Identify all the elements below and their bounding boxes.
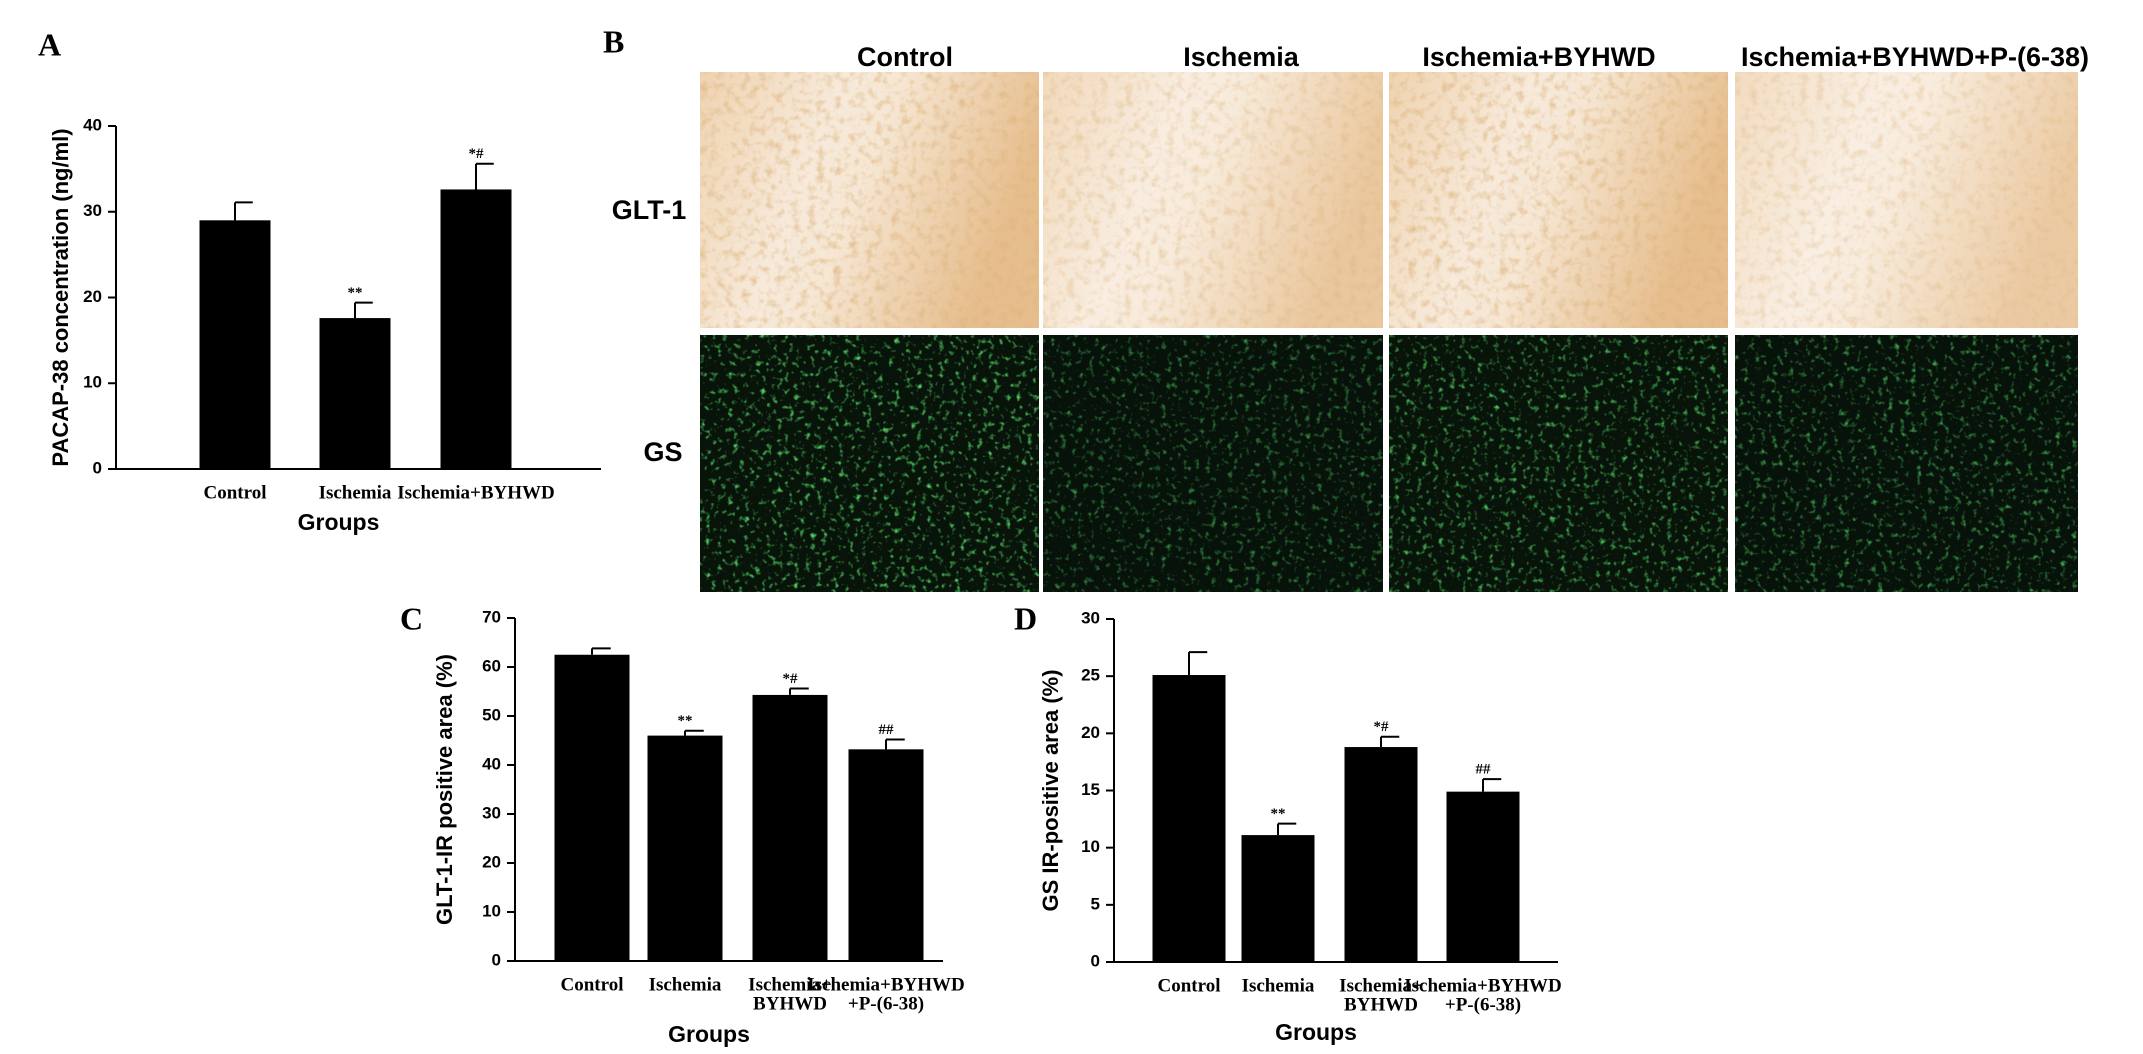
- panel-letter: D: [1014, 600, 1037, 636]
- x-axis-title: Groups: [668, 1021, 750, 1047]
- y-axis-title: GLT-1-IR positive area (%): [432, 654, 457, 925]
- y-tick-label: 5: [1091, 894, 1100, 913]
- y-tick-label: 40: [83, 115, 102, 134]
- y-axis-title: PACAP-38 concentration (ng/ml): [48, 128, 73, 466]
- significance-label: **: [678, 713, 693, 729]
- y-tick-label: 10: [1081, 837, 1100, 856]
- micrograph-texture: [700, 72, 1039, 328]
- y-tick-label: 20: [1081, 723, 1100, 742]
- error-bar: [1277, 822, 1297, 836]
- y-tick-label: 30: [482, 803, 501, 822]
- bar: [440, 189, 512, 469]
- column-label: Ischemia: [1183, 42, 1300, 72]
- y-axis-title: GS IR-positive area (%): [1038, 669, 1063, 911]
- x-tick-label: Ischemia+BYHWD: [1404, 975, 1562, 996]
- x-tick-label: Ischemia+: [748, 974, 832, 995]
- panel-letter: C: [400, 600, 423, 636]
- error-bar: [885, 738, 905, 750]
- y-tick-label: 0: [492, 950, 501, 969]
- bar: [1344, 747, 1418, 962]
- row-label: GS: [643, 437, 682, 467]
- error-bar: [591, 647, 611, 655]
- significance-label: *#: [469, 146, 485, 162]
- micrograph-texture: [1735, 72, 2078, 328]
- bar: [1241, 835, 1315, 962]
- y-tick-label: 25: [1081, 666, 1100, 685]
- significance-label: *#: [1374, 719, 1390, 735]
- y-tick-label: 60: [482, 656, 501, 675]
- y-tick-label: 70: [482, 607, 501, 626]
- micrograph-texture: [1043, 335, 1383, 592]
- micrograph-texture: [700, 335, 1039, 592]
- y-tick-label: 40: [482, 754, 501, 773]
- error-bar: [789, 687, 809, 695]
- significance-label: ##: [1476, 762, 1492, 778]
- x-tick-label: Control: [561, 974, 624, 995]
- bar: [848, 749, 924, 961]
- micrograph-texture: [1389, 72, 1728, 328]
- micrograph-texture: [1043, 72, 1383, 328]
- y-tick-label: 10: [83, 373, 102, 392]
- y-tick-label: 15: [1081, 780, 1100, 799]
- column-label: Ischemia+BYHWD+P-(6-38): [1741, 42, 2089, 72]
- x-tick-label: BYHWD: [753, 993, 827, 1014]
- x-tick-label: Ischemia: [649, 974, 722, 995]
- y-tick-label: 10: [482, 901, 501, 920]
- y-tick-label: 30: [1081, 608, 1100, 627]
- error-bar: [1482, 778, 1502, 792]
- y-tick-label: 30: [83, 201, 102, 220]
- error-bar: [1188, 651, 1208, 676]
- column-label: Control: [857, 42, 953, 72]
- column-label: Ischemia+BYHWD: [1422, 42, 1655, 72]
- error-bar: [475, 162, 494, 190]
- x-tick-label: Control: [204, 482, 267, 503]
- significance-label: **: [348, 285, 363, 301]
- micrograph-texture: [1735, 335, 2078, 592]
- y-tick-label: 20: [83, 287, 102, 306]
- bar: [199, 220, 271, 469]
- x-axis-title: Groups: [298, 509, 380, 535]
- y-tick-label: 50: [482, 705, 501, 724]
- bar: [319, 318, 391, 469]
- x-tick-label: Ischemia: [1242, 975, 1315, 996]
- error-bar: [1380, 735, 1400, 748]
- bar: [647, 735, 723, 961]
- x-tick-label: Control: [1158, 975, 1221, 996]
- x-tick-label: +P-(6-38): [848, 993, 924, 1014]
- y-tick-label: 20: [482, 852, 501, 871]
- glt1-row: [700, 72, 2078, 328]
- significance-label: ##: [879, 722, 895, 738]
- error-bar: [234, 201, 253, 221]
- y-tick-label: 0: [93, 458, 102, 477]
- x-tick-label: BYHWD: [1344, 994, 1418, 1015]
- bar: [1152, 675, 1226, 962]
- panel-letter: B: [603, 23, 624, 59]
- micrographs: [700, 72, 2078, 592]
- bar: [752, 694, 828, 961]
- x-tick-label: Ischemia+BYHWD: [807, 974, 965, 995]
- x-tick-label: +P-(6-38): [1445, 994, 1521, 1015]
- significance-label: **: [1271, 806, 1286, 822]
- x-tick-label: Ischemia: [319, 482, 392, 503]
- micrograph-texture: [1389, 335, 1728, 592]
- x-tick-label: Ischemia+: [1339, 975, 1423, 996]
- y-tick-label: 0: [1091, 951, 1100, 970]
- error-bar: [354, 301, 373, 319]
- x-tick-label: Ischemia+BYHWD: [397, 482, 555, 503]
- x-axis-title: Groups: [1275, 1019, 1357, 1045]
- row-label: GLT-1: [612, 195, 687, 225]
- error-bar: [684, 729, 704, 736]
- bar: [554, 654, 630, 961]
- bar: [1446, 791, 1520, 962]
- significance-label: *#: [783, 671, 799, 687]
- panel-letter: A: [38, 26, 61, 62]
- gs-row: [700, 335, 2078, 592]
